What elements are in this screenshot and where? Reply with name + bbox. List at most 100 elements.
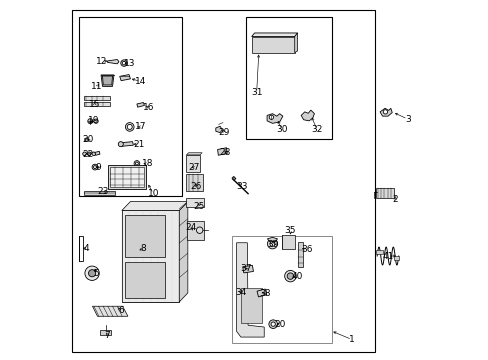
Polygon shape [379,108,391,116]
Text: 30: 30 [276,125,287,134]
Text: 20: 20 [274,320,285,329]
Text: 21: 21 [133,140,144,149]
Bar [186,155,200,172]
Text: 2: 2 [391,195,397,204]
Circle shape [92,164,98,170]
Circle shape [94,119,98,123]
Polygon shape [266,114,282,123]
Circle shape [122,61,125,65]
Bar [376,188,394,198]
Text: 38: 38 [259,289,270,298]
Circle shape [85,266,99,280]
Bar [109,167,144,187]
Text: 27: 27 [187,163,199,172]
Circle shape [284,270,296,282]
Text: 33: 33 [235,182,247,191]
Bar [231,235,332,343]
Circle shape [269,241,274,246]
Text: 28: 28 [219,148,230,157]
Text: 14: 14 [135,77,146,86]
Bar [107,165,146,189]
Text: 10: 10 [147,189,159,198]
Polygon shape [84,138,88,141]
Bar [83,191,115,195]
Circle shape [93,166,96,168]
Polygon shape [267,237,277,242]
Circle shape [383,110,387,114]
Circle shape [127,125,132,130]
Text: 29: 29 [218,128,229,137]
Circle shape [87,152,91,156]
Bar [79,17,182,196]
Circle shape [118,141,123,147]
Bar [83,102,109,106]
Text: 17: 17 [135,122,146,131]
Polygon shape [120,75,130,81]
Polygon shape [251,33,297,37]
Text: 8: 8 [140,244,146,253]
Circle shape [270,322,275,326]
Text: 5: 5 [93,269,99,278]
Text: 12: 12 [96,57,107,66]
Circle shape [134,161,140,166]
Polygon shape [121,141,133,146]
Text: 15: 15 [89,100,100,109]
Polygon shape [217,148,227,155]
Text: 41: 41 [382,252,393,261]
Bar [100,330,111,335]
Polygon shape [122,202,187,211]
Bar [394,256,398,260]
Text: 23: 23 [97,187,108,196]
Text: 18: 18 [142,159,153,168]
Circle shape [196,227,203,233]
Polygon shape [215,126,222,133]
Circle shape [82,152,86,156]
Bar [125,262,164,298]
Text: 7: 7 [104,332,110,341]
Text: 26: 26 [190,182,202,191]
Text: 11: 11 [91,82,102,91]
Polygon shape [137,103,144,107]
Polygon shape [101,75,114,86]
Circle shape [269,115,273,120]
Polygon shape [257,289,266,297]
Bar [186,198,204,207]
Text: 31: 31 [250,87,262,96]
Text: 35: 35 [284,226,295,235]
Bar [186,174,202,192]
Text: 37: 37 [239,264,251,273]
Polygon shape [107,59,119,64]
Text: 25: 25 [193,202,204,211]
Circle shape [88,270,96,277]
Polygon shape [301,110,314,121]
Text: 32: 32 [311,125,322,134]
Text: 34: 34 [235,288,246,297]
Circle shape [267,239,277,249]
Bar [187,221,204,240]
Polygon shape [102,76,112,85]
Circle shape [268,320,277,328]
Polygon shape [251,37,294,53]
Bar [246,17,332,139]
Polygon shape [122,211,179,302]
Text: 40: 40 [291,272,303,281]
Bar [376,250,382,253]
Polygon shape [95,151,100,155]
Polygon shape [179,202,187,302]
Polygon shape [242,265,253,273]
Polygon shape [236,243,264,337]
Circle shape [92,152,96,156]
Text: 6: 6 [118,306,123,315]
Text: 1: 1 [348,335,354,344]
Circle shape [121,60,127,66]
Circle shape [286,273,293,279]
Text: 9: 9 [95,163,101,172]
Polygon shape [92,306,128,316]
Polygon shape [231,176,235,180]
Text: 39: 39 [267,240,278,249]
Text: 20: 20 [82,135,94,144]
Text: 3: 3 [404,114,410,123]
Text: 4: 4 [84,244,89,253]
Text: 22: 22 [82,150,93,159]
Polygon shape [294,33,297,53]
